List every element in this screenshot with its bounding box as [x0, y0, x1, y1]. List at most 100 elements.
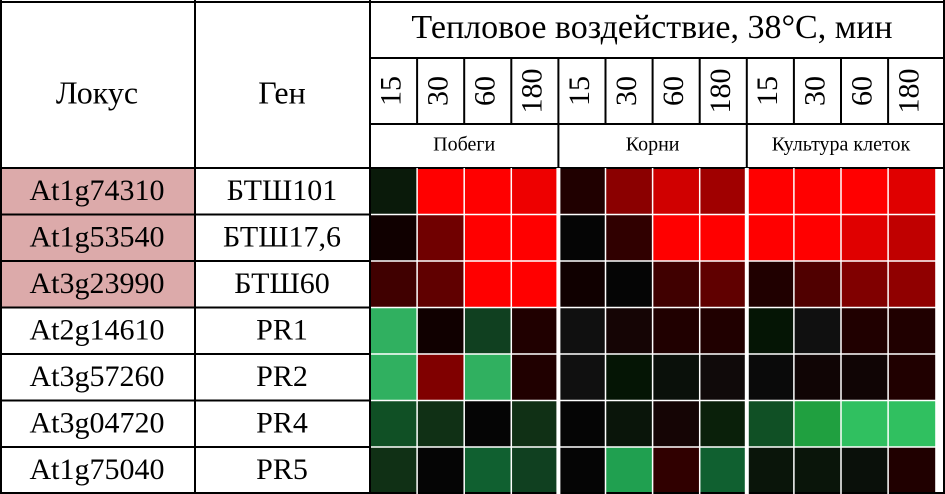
heat-cell [888, 400, 936, 447]
heat-cell [841, 168, 889, 215]
heat-cell [558, 214, 606, 261]
heat-cell [888, 447, 936, 494]
heat-cell [793, 214, 841, 261]
heat-cell [511, 447, 559, 494]
heat-cell [699, 400, 747, 447]
locus: At3g04720 [30, 407, 165, 440]
heat-cell [699, 447, 747, 494]
heat-cell [841, 307, 889, 354]
locus: At3g57260 [30, 360, 165, 393]
heat-cell [793, 261, 841, 308]
heat-cell [841, 261, 889, 308]
heat-cell [605, 447, 653, 494]
heat-cell [417, 261, 465, 308]
heat-cell [417, 168, 465, 215]
time-label: 15 [374, 76, 407, 106]
heat-cell [888, 168, 936, 215]
heat-cell [370, 307, 418, 354]
locus-highlight [0, 168, 195, 215]
time-label: 30 [798, 76, 831, 106]
locus-header: Локус [56, 74, 138, 110]
title: Тепловое воздействие, 38°С, мин [411, 9, 892, 46]
locus-highlight [0, 261, 195, 308]
heat-cell [841, 354, 889, 401]
time-label: 15 [563, 76, 596, 106]
time-label: 60 [845, 76, 878, 106]
heat-cell [417, 400, 465, 447]
heat-cell [746, 400, 794, 447]
heat-cell [417, 354, 465, 401]
gene: БТШ17,6 [223, 221, 341, 254]
tissue-label: Побеги [433, 134, 495, 156]
heat-cell [464, 307, 512, 354]
heat-cell [370, 261, 418, 308]
heat-cell [417, 307, 465, 354]
heat-cell [558, 354, 606, 401]
gene: PR1 [256, 314, 308, 347]
locus: At3g23990 [30, 267, 165, 300]
time-label: 180 [704, 69, 737, 114]
heat-cell [417, 214, 465, 261]
heat-cell [464, 447, 512, 494]
heat-cell [746, 261, 794, 308]
heat-cell [464, 214, 512, 261]
heat-cell [841, 447, 889, 494]
heat-cell [652, 214, 700, 261]
heat-cell [511, 261, 559, 308]
heat-cell [370, 447, 418, 494]
heat-cell [464, 168, 512, 215]
gene: БТШ101 [227, 174, 337, 207]
heat-cell [652, 400, 700, 447]
gene: БТШ60 [234, 267, 329, 300]
heat-cell [370, 354, 418, 401]
heat-cell [605, 214, 653, 261]
time-label: 60 [657, 76, 690, 106]
heat-cell [511, 400, 559, 447]
heat-cell [793, 400, 841, 447]
heat-cell [793, 447, 841, 494]
heat-cell [605, 168, 653, 215]
locus: At1g53540 [30, 221, 165, 254]
heat-cell [558, 168, 606, 215]
time-label: 180 [516, 69, 549, 114]
heat-cell [746, 307, 794, 354]
heat-cell [511, 354, 559, 401]
heat-cell [558, 261, 606, 308]
heat-cell [370, 400, 418, 447]
heat-cell [699, 261, 747, 308]
heat-cell [699, 214, 747, 261]
locus-highlight [0, 214, 195, 261]
tissue-label: Культура клеток [772, 134, 911, 156]
locus: At1g74310 [30, 174, 165, 207]
heat-cell [699, 307, 747, 354]
heat-cell [558, 307, 606, 354]
gene: PR5 [256, 453, 308, 486]
heat-cell [558, 400, 606, 447]
heat-cell [746, 447, 794, 494]
heat-cell [464, 261, 512, 308]
heat-cell [370, 214, 418, 261]
heat-cell [652, 307, 700, 354]
gene-header: Ген [258, 74, 305, 110]
heat-cell [888, 354, 936, 401]
locus: At2g14610 [30, 314, 165, 347]
locus: At1g75040 [30, 453, 165, 486]
heat-cell [370, 168, 418, 215]
tissue-label: Корни [626, 134, 680, 156]
heat-cell [652, 447, 700, 494]
heat-cell [841, 214, 889, 261]
heat-cell [605, 400, 653, 447]
time-label: 30 [610, 76, 643, 106]
heat-cell [746, 354, 794, 401]
heat-cell [652, 261, 700, 308]
heat-cell [746, 168, 794, 215]
time-label: 60 [469, 76, 502, 106]
heat-cell [699, 168, 747, 215]
heat-cell [746, 214, 794, 261]
time-label: 180 [893, 69, 926, 114]
heat-cell [793, 168, 841, 215]
heat-cell [841, 400, 889, 447]
time-label: 30 [422, 76, 455, 106]
heat-cell [605, 307, 653, 354]
